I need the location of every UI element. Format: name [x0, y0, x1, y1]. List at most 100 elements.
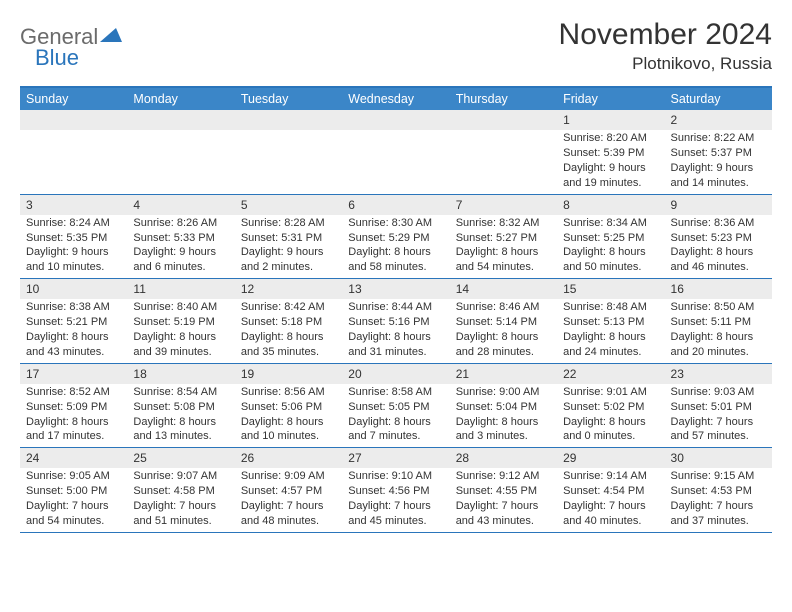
sunset-text: Sunset: 5:13 PM — [563, 315, 658, 330]
day-content: Sunrise: 8:32 AMSunset: 5:27 PMDaylight:… — [450, 215, 557, 278]
day-content: Sunrise: 8:30 AMSunset: 5:29 PMDaylight:… — [342, 215, 449, 278]
weekday-header: Monday — [127, 88, 234, 110]
day-cell: 30Sunrise: 9:15 AMSunset: 4:53 PMDayligh… — [665, 448, 772, 532]
sunset-text: Sunset: 4:58 PM — [133, 484, 228, 499]
daylight-text: and 39 minutes. — [133, 345, 228, 360]
daylight-text: Daylight: 9 hours — [671, 161, 766, 176]
daylight-text: and 24 minutes. — [563, 345, 658, 360]
day-content: Sunrise: 8:34 AMSunset: 5:25 PMDaylight:… — [557, 215, 664, 278]
daylight-text: Daylight: 8 hours — [671, 330, 766, 345]
day-content: Sunrise: 8:48 AMSunset: 5:13 PMDaylight:… — [557, 299, 664, 362]
day-number: 14 — [450, 279, 557, 299]
sunset-text: Sunset: 4:53 PM — [671, 484, 766, 499]
daylight-text: and 54 minutes. — [456, 260, 551, 275]
day-cell — [20, 110, 127, 194]
day-content: Sunrise: 8:24 AMSunset: 5:35 PMDaylight:… — [20, 215, 127, 278]
day-cell: 5Sunrise: 8:28 AMSunset: 5:31 PMDaylight… — [235, 195, 342, 279]
day-cell: 26Sunrise: 9:09 AMSunset: 4:57 PMDayligh… — [235, 448, 342, 532]
weekday-header: Sunday — [20, 88, 127, 110]
sunset-text: Sunset: 5:37 PM — [671, 146, 766, 161]
daylight-text: Daylight: 7 hours — [671, 499, 766, 514]
day-content: Sunrise: 8:28 AMSunset: 5:31 PMDaylight:… — [235, 215, 342, 278]
calendar-weeks: 1Sunrise: 8:20 AMSunset: 5:39 PMDaylight… — [20, 110, 772, 533]
day-content: Sunrise: 8:46 AMSunset: 5:14 PMDaylight:… — [450, 299, 557, 362]
daylight-text: and 46 minutes. — [671, 260, 766, 275]
week-row: 3Sunrise: 8:24 AMSunset: 5:35 PMDaylight… — [20, 195, 772, 280]
brand-triangle-icon — [100, 26, 122, 49]
day-cell: 11Sunrise: 8:40 AMSunset: 5:19 PMDayligh… — [127, 279, 234, 363]
day-cell — [342, 110, 449, 194]
day-number: 6 — [342, 195, 449, 215]
day-cell: 4Sunrise: 8:26 AMSunset: 5:33 PMDaylight… — [127, 195, 234, 279]
sunrise-text: Sunrise: 8:38 AM — [26, 300, 121, 315]
sunset-text: Sunset: 5:35 PM — [26, 231, 121, 246]
daylight-text: Daylight: 9 hours — [26, 245, 121, 260]
day-number — [127, 110, 234, 130]
day-number: 16 — [665, 279, 772, 299]
day-content: Sunrise: 8:26 AMSunset: 5:33 PMDaylight:… — [127, 215, 234, 278]
day-cell: 20Sunrise: 8:58 AMSunset: 5:05 PMDayligh… — [342, 364, 449, 448]
weekday-header-row: SundayMondayTuesdayWednesdayThursdayFrid… — [20, 88, 772, 110]
day-content: Sunrise: 8:20 AMSunset: 5:39 PMDaylight:… — [557, 130, 664, 193]
day-content: Sunrise: 9:09 AMSunset: 4:57 PMDaylight:… — [235, 468, 342, 531]
day-cell: 23Sunrise: 9:03 AMSunset: 5:01 PMDayligh… — [665, 364, 772, 448]
daylight-text: Daylight: 7 hours — [456, 499, 551, 514]
day-number: 3 — [20, 195, 127, 215]
daylight-text: Daylight: 8 hours — [26, 415, 121, 430]
sunset-text: Sunset: 4:54 PM — [563, 484, 658, 499]
sunrise-text: Sunrise: 9:00 AM — [456, 385, 551, 400]
day-number: 23 — [665, 364, 772, 384]
daylight-text: Daylight: 7 hours — [671, 415, 766, 430]
day-content: Sunrise: 9:12 AMSunset: 4:55 PMDaylight:… — [450, 468, 557, 531]
daylight-text: and 48 minutes. — [241, 514, 336, 529]
day-number: 30 — [665, 448, 772, 468]
daylight-text: Daylight: 7 hours — [241, 499, 336, 514]
sunset-text: Sunset: 5:08 PM — [133, 400, 228, 415]
sunset-text: Sunset: 5:14 PM — [456, 315, 551, 330]
day-content: Sunrise: 9:01 AMSunset: 5:02 PMDaylight:… — [557, 384, 664, 447]
day-content: Sunrise: 9:00 AMSunset: 5:04 PMDaylight:… — [450, 384, 557, 447]
day-cell — [127, 110, 234, 194]
day-number: 22 — [557, 364, 664, 384]
daylight-text: Daylight: 8 hours — [133, 415, 228, 430]
sunrise-text: Sunrise: 9:09 AM — [241, 469, 336, 484]
daylight-text: and 57 minutes. — [671, 429, 766, 444]
sunrise-text: Sunrise: 8:30 AM — [348, 216, 443, 231]
sunset-text: Sunset: 5:00 PM — [26, 484, 121, 499]
daylight-text: Daylight: 7 hours — [563, 499, 658, 514]
daylight-text: Daylight: 8 hours — [563, 415, 658, 430]
day-cell: 6Sunrise: 8:30 AMSunset: 5:29 PMDaylight… — [342, 195, 449, 279]
sunrise-text: Sunrise: 8:28 AM — [241, 216, 336, 231]
day-content: Sunrise: 9:10 AMSunset: 4:56 PMDaylight:… — [342, 468, 449, 531]
day-number: 12 — [235, 279, 342, 299]
daylight-text: and 6 minutes. — [133, 260, 228, 275]
sunrise-text: Sunrise: 8:44 AM — [348, 300, 443, 315]
sunrise-text: Sunrise: 9:10 AM — [348, 469, 443, 484]
day-number — [235, 110, 342, 130]
day-number — [342, 110, 449, 130]
sunrise-text: Sunrise: 8:36 AM — [671, 216, 766, 231]
day-number: 1 — [557, 110, 664, 130]
sunset-text: Sunset: 5:16 PM — [348, 315, 443, 330]
day-number: 24 — [20, 448, 127, 468]
daylight-text: Daylight: 7 hours — [26, 499, 121, 514]
sunset-text: Sunset: 4:55 PM — [456, 484, 551, 499]
day-content — [127, 130, 234, 134]
week-row: 24Sunrise: 9:05 AMSunset: 5:00 PMDayligh… — [20, 448, 772, 533]
day-cell: 21Sunrise: 9:00 AMSunset: 5:04 PMDayligh… — [450, 364, 557, 448]
day-cell: 29Sunrise: 9:14 AMSunset: 4:54 PMDayligh… — [557, 448, 664, 532]
daylight-text: Daylight: 9 hours — [563, 161, 658, 176]
day-number: 7 — [450, 195, 557, 215]
daylight-text: Daylight: 7 hours — [348, 499, 443, 514]
day-content: Sunrise: 8:40 AMSunset: 5:19 PMDaylight:… — [127, 299, 234, 362]
day-number: 2 — [665, 110, 772, 130]
week-row: 10Sunrise: 8:38 AMSunset: 5:21 PMDayligh… — [20, 279, 772, 364]
day-cell: 15Sunrise: 8:48 AMSunset: 5:13 PMDayligh… — [557, 279, 664, 363]
sunset-text: Sunset: 5:06 PM — [241, 400, 336, 415]
day-content: Sunrise: 8:54 AMSunset: 5:08 PMDaylight:… — [127, 384, 234, 447]
daylight-text: Daylight: 8 hours — [348, 330, 443, 345]
sunrise-text: Sunrise: 8:24 AM — [26, 216, 121, 231]
day-content: Sunrise: 8:52 AMSunset: 5:09 PMDaylight:… — [20, 384, 127, 447]
day-cell: 17Sunrise: 8:52 AMSunset: 5:09 PMDayligh… — [20, 364, 127, 448]
day-number: 11 — [127, 279, 234, 299]
